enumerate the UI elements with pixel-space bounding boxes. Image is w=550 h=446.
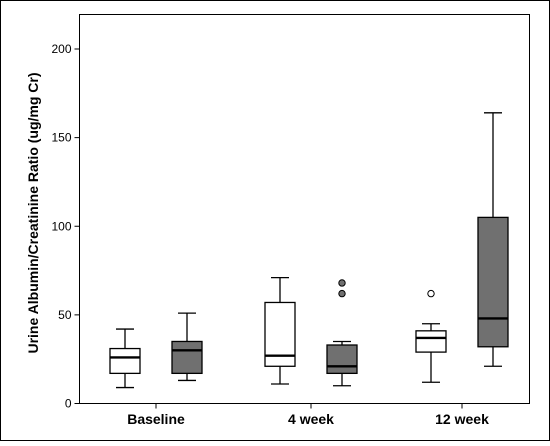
box-white-0 [109,328,141,389]
outlier-point [338,289,346,298]
x-tick-label: Baseline [127,411,185,427]
outlier-point [427,289,435,298]
box-series-group [109,112,509,389]
box-rect [326,344,358,375]
box-white-1 [264,277,296,385]
box-gray-1 [326,279,358,387]
y-axis-ticks: 0 50 100 150 200 [51,42,80,411]
outlier-point [338,279,346,287]
box-rect [477,216,509,348]
plot-area [79,14,530,404]
box-white-2 [415,289,447,383]
x-tick-label: 4 week [288,411,334,427]
y-tick-label: 0 [65,397,72,411]
box-rect [109,347,141,375]
y-axis-title: Urine Albumin/Creatinine Ratio (ug/mg Cr… [25,72,41,353]
box-gray-0 [171,312,203,382]
box-rect [415,330,447,353]
x-axis-ticks: Baseline 4 week 12 week [127,403,489,427]
y-tick-label: 150 [51,131,71,145]
y-tick-label: 50 [58,308,72,322]
box-gray-2 [477,112,509,367]
x-tick-label: 12 week [435,411,489,427]
y-tick-label: 100 [51,219,71,233]
y-tick-label: 200 [51,42,71,56]
box-rect [171,340,203,375]
